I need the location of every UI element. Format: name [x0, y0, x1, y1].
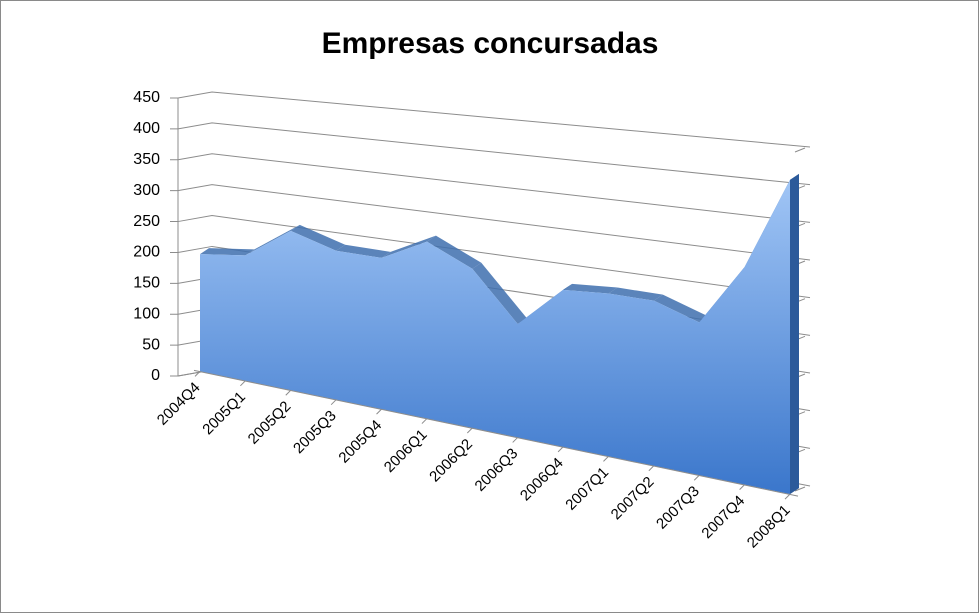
y-tick-label: 200: [133, 244, 160, 261]
x-tick: [603, 455, 609, 462]
y-tick-label: 350: [133, 151, 160, 168]
area-top: [472, 262, 527, 324]
x-tick: [466, 427, 473, 434]
y-tick-label: 150: [133, 275, 160, 292]
x-tick: [376, 408, 382, 415]
y-tick-label: 50: [142, 336, 160, 353]
area-side: [790, 173, 799, 495]
y-tick-label: 400: [133, 120, 160, 137]
area-top: [336, 244, 391, 258]
right-tick: [794, 147, 806, 153]
y-tick-label: 0: [151, 367, 160, 384]
x-tick: [421, 418, 428, 424]
area-top: [426, 235, 482, 269]
area: [200, 179, 790, 495]
x-tick: [648, 465, 655, 472]
x-tick: [784, 493, 791, 500]
area-top: [563, 283, 618, 294]
area-top: [653, 294, 709, 323]
right-tick: [794, 486, 806, 492]
x-tick: [285, 389, 292, 396]
y-tick-label: 250: [133, 213, 160, 230]
x-axis: [193, 369, 799, 497]
grid-line: [170, 153, 811, 223]
y-tick-label: 100: [133, 305, 160, 322]
y-tick-label: 300: [133, 182, 160, 199]
area-top: [608, 287, 663, 301]
y-tick-label: 450: [133, 89, 160, 106]
x-tick: [194, 371, 201, 377]
grid-line: [170, 215, 811, 299]
area-top: [290, 224, 346, 251]
grid-line: [170, 122, 811, 186]
area-top: [245, 224, 300, 256]
grid-line: [170, 91, 811, 148]
grid-line: [170, 245, 811, 336]
x-tick: [330, 399, 337, 406]
x-tick: [557, 446, 564, 453]
area-top: [381, 235, 436, 258]
x-tick: [240, 380, 246, 387]
x-tick: [693, 474, 700, 481]
chart-title: Empresas concursadas: [322, 27, 659, 60]
area-top: [200, 248, 255, 256]
x-tick: [512, 437, 519, 443]
x-tick: [739, 484, 745, 491]
grid-line: [170, 184, 811, 261]
